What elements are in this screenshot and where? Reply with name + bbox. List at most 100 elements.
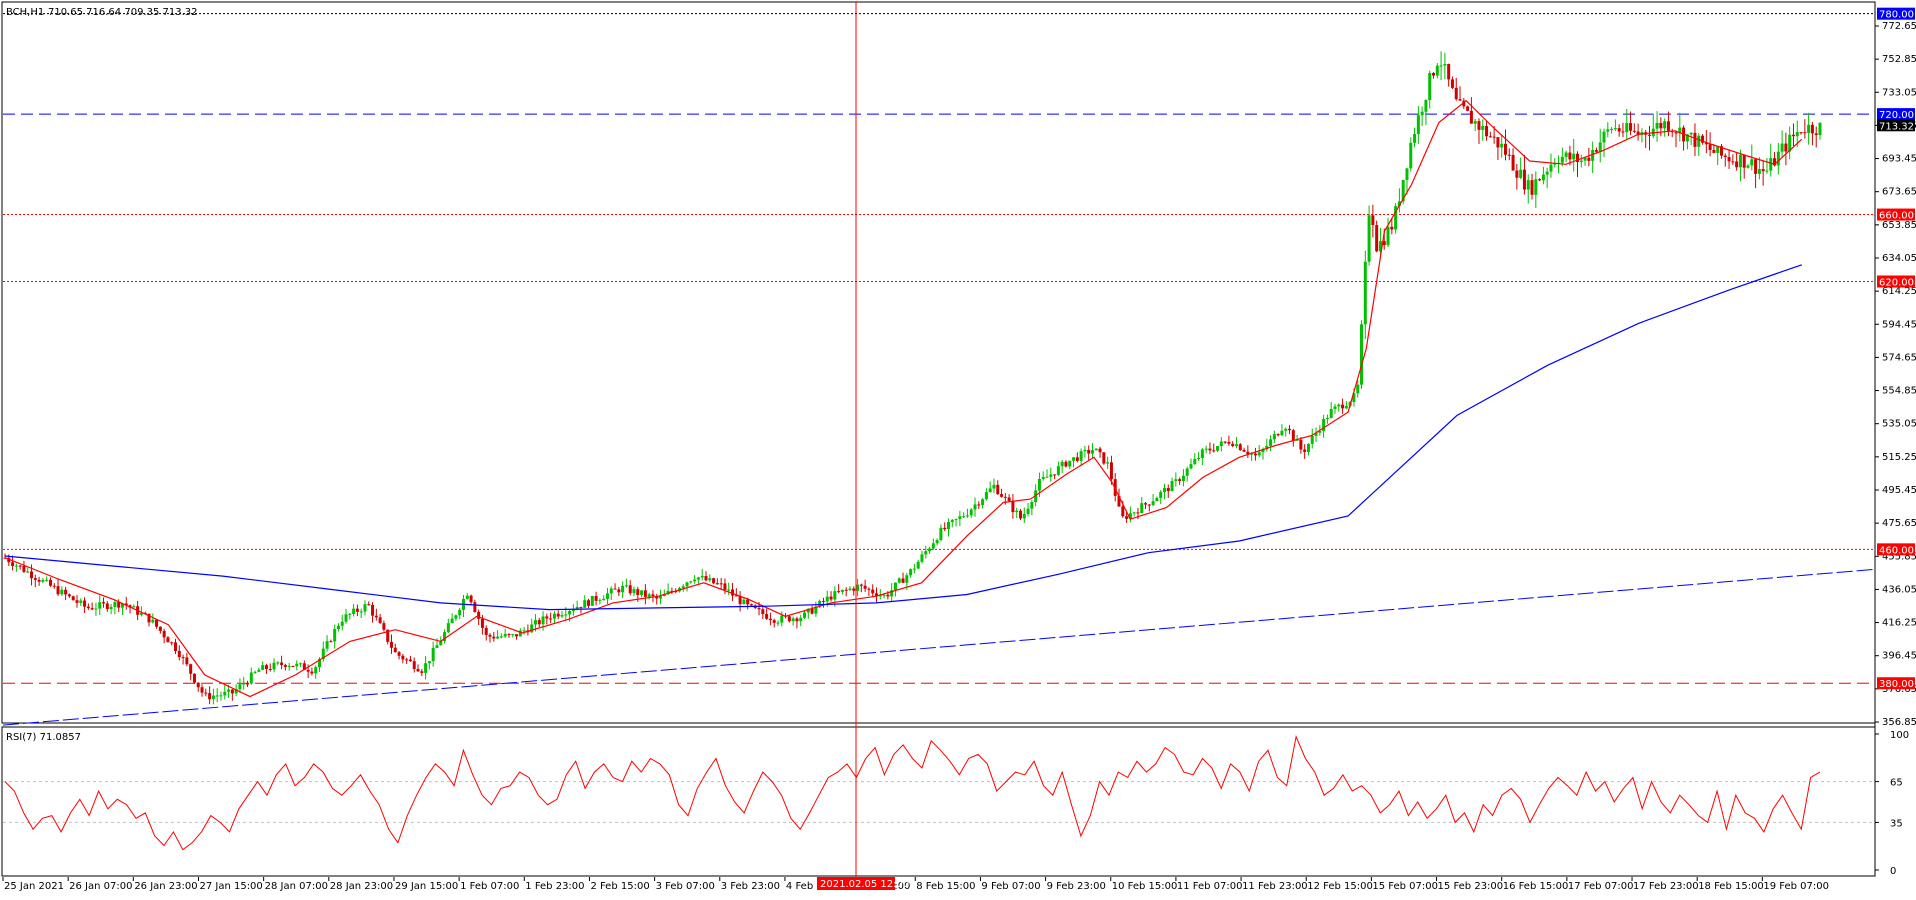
candle-body [1269,439,1273,446]
candle-body [1504,143,1508,155]
candle-body [659,596,663,599]
candle-body [1481,126,1485,130]
last-price-badge [1877,119,1915,132]
candle-body [564,614,568,616]
candle-body [1477,121,1481,130]
candle-body [1344,405,1348,409]
candle-body [746,599,750,605]
candle-body [1685,134,1689,142]
trendline[interactable] [2,568,1875,726]
candle-body [480,618,484,628]
candle-body [1636,131,1640,136]
candle-body [249,672,253,684]
candle-body [367,604,371,606]
crosshair-time: 2021.02.05 12:00 [820,879,909,890]
candle-body [1757,169,1761,174]
candle-body [1610,128,1614,130]
y-tick-label: 535.05 [1882,419,1916,430]
candle-body [450,618,454,624]
candle-body [348,613,352,615]
candle-body [742,599,746,605]
candle-body [605,593,609,599]
candle-body [1496,137,1500,148]
candle-body [1594,150,1598,152]
candle-body [1432,72,1436,76]
candle-body [242,683,246,685]
candle-body [765,614,769,619]
rsi-title: RSI(7) 71.0857 [6,732,81,743]
candle-body [446,623,450,633]
candle-body [1102,452,1106,464]
candle-body [984,492,988,500]
candle-body [1655,122,1659,129]
y-tick-label: 396.45 [1882,651,1916,662]
candle-body [420,671,424,673]
y-tick-label: 376.65 [1882,684,1916,695]
slow-ma-line [4,264,1802,611]
candle-body [257,669,261,672]
candle-body [340,621,344,626]
candle-body [94,608,98,610]
candle-body [1276,434,1280,436]
candle-body [1265,445,1269,450]
rsi-line [4,734,1821,851]
candle-body [712,578,716,584]
candle-body [1613,128,1617,130]
candle-body [302,663,306,670]
candle-body [1666,121,1670,132]
candle-body [155,619,159,627]
candle-body [1238,444,1242,451]
candle-body [454,615,458,619]
candle-body [515,634,519,637]
candle-body [443,632,447,642]
candle-body [1810,124,1814,134]
candle-body [223,691,227,696]
candle-body [871,589,875,594]
candle-body [1303,449,1307,452]
level-label: 720.00 [1879,110,1914,121]
candle-body [261,665,265,670]
candle-body [1784,143,1788,152]
candle-body [734,595,738,597]
candle-body [696,577,700,580]
candle-body [1803,132,1807,134]
candle-body [1011,500,1015,513]
candle-body [1075,457,1079,461]
level-badge [1877,208,1915,221]
y-tick-label: 455.85 [1882,551,1916,562]
x-tick-label: 28 Jan 07:00 [265,881,328,892]
candle-body [1310,435,1314,444]
candle-body [1716,146,1720,153]
candle-body [693,579,697,582]
x-tick-label: 4 Feb 15:00 [786,881,845,892]
candle-body [435,645,439,648]
candle-body [1401,179,1405,202]
candle-body [272,662,276,670]
level-badge [1877,7,1915,20]
candle-body [1791,134,1795,137]
candle-body [1511,154,1515,171]
candle-body [890,590,894,597]
candle-body [431,647,435,662]
candle-body [1037,478,1041,491]
candle-body [977,504,981,506]
candle-body [935,540,939,544]
last-price-label: 713.32 [1879,121,1914,132]
candle-body [1416,115,1420,134]
candle-body [969,509,973,516]
candle-body [124,603,128,606]
y-tick-label: 515.25 [1882,452,1916,463]
candle-body [1727,157,1731,162]
level-badge [1877,677,1915,690]
candle-body [1587,157,1591,161]
candle-body [643,590,647,597]
candle-body [1166,488,1170,492]
candle-body [814,606,818,614]
chart-symbol: BCH,H1 [6,7,44,18]
candle-body [624,585,628,587]
candle-body [1799,132,1803,134]
candle-body [662,594,666,597]
x-tick-label: 17 Feb 23:00 [1633,881,1699,892]
y-tick-label: 752.85 [1882,54,1916,65]
